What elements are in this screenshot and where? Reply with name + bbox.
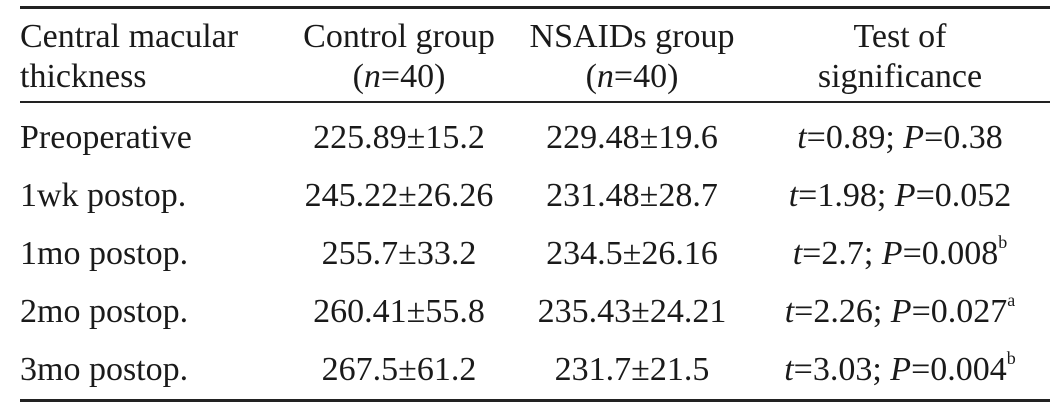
p-symbol: P bbox=[890, 293, 912, 330]
nsaids-value: 231.7±21.5 bbox=[554, 351, 710, 388]
significance-superscript: a bbox=[1007, 289, 1016, 310]
nsaids-value: 231.48±28.7 bbox=[546, 177, 718, 214]
header-col1-n-var: n bbox=[363, 58, 381, 95]
table-row: 3mo postop. 267.5±61.2 231.7±21.5 t=3.03; P… bbox=[20, 341, 1050, 401]
significance-value: t=2.26; P=0.027a bbox=[750, 283, 1050, 341]
row-label: 1wk postop. bbox=[20, 177, 187, 214]
header-col1-line1: Control group bbox=[303, 18, 495, 55]
significance-value: t=1.98; P=0.052 bbox=[750, 167, 1050, 225]
significance-superscript: b bbox=[1006, 347, 1016, 368]
p-value: =0.027 bbox=[911, 293, 1008, 330]
header-row: Central macular thickness Control group … bbox=[20, 7, 1050, 103]
control-value: 225.89±15.2 bbox=[313, 119, 485, 156]
p-symbol: P bbox=[881, 235, 903, 272]
t-value: =1.98; bbox=[798, 177, 895, 214]
nsaids-value: 234.5±26.16 bbox=[546, 235, 718, 272]
header-col1-n-val: =40) bbox=[380, 58, 446, 95]
header-test-of-significance: Test of significance bbox=[750, 8, 1050, 103]
row-label: 2mo postop. bbox=[20, 293, 189, 330]
t-value: =3.03; bbox=[793, 351, 891, 388]
table-row: 1mo postop. 255.7±33.2 234.5±26.16 t=2.7; P… bbox=[20, 225, 1050, 283]
header-central-macular-thickness: Central macular thickness bbox=[20, 8, 284, 103]
header-col2-paren: ( bbox=[585, 58, 597, 95]
t-symbol: t bbox=[784, 293, 795, 330]
t-value: =2.26; bbox=[794, 293, 891, 330]
header-col0-line2: thickness bbox=[20, 58, 147, 95]
row-label: Preoperative bbox=[20, 119, 192, 156]
header-col2-n: (n=40) bbox=[514, 57, 750, 97]
table-header: Central macular thickness Control group … bbox=[20, 7, 1050, 103]
t-symbol: t bbox=[792, 235, 803, 272]
table-row: 1wk postop. 245.22±26.26 231.48±28.7 t=1.98… bbox=[20, 167, 1050, 225]
nsaids-value: 235.43±24.21 bbox=[537, 293, 727, 330]
row-label: 1mo postop. bbox=[20, 235, 189, 272]
significance-value: t=3.03; P=0.004b bbox=[750, 341, 1050, 401]
t-value: =0.89; bbox=[806, 119, 904, 156]
p-symbol: P bbox=[903, 119, 925, 156]
header-col3-line2: significance bbox=[817, 58, 983, 95]
control-value: 255.7±33.2 bbox=[321, 235, 477, 272]
nsaids-value: 229.48±19.6 bbox=[546, 119, 718, 156]
header-col1-n: (n=40) bbox=[284, 57, 514, 97]
control-value: 267.5±61.2 bbox=[321, 351, 477, 388]
t-symbol: t bbox=[797, 119, 807, 156]
header-col0-line1: Central macular bbox=[20, 18, 239, 55]
header-control-group: Control group (n=40) bbox=[284, 8, 514, 103]
t-value: =2.7; bbox=[802, 235, 882, 272]
significance-value: t=2.7; P=0.008b bbox=[750, 225, 1050, 283]
row-label: 3mo postop. bbox=[20, 351, 189, 388]
control-value: 245.22±26.26 bbox=[304, 177, 494, 214]
header-col1-paren: ( bbox=[352, 58, 364, 95]
p-value: =0.052 bbox=[915, 177, 1012, 214]
table-row: Preoperative 225.89±15.2 229.48±19.6 t=0.89… bbox=[20, 102, 1050, 167]
t-symbol: t bbox=[784, 351, 794, 388]
header-col3-line1: Test of bbox=[853, 18, 947, 55]
p-symbol: P bbox=[890, 351, 912, 388]
p-value: =0.38 bbox=[924, 119, 1003, 156]
table-row: 2mo postop. 260.41±55.8 235.43±24.21 t=2.26… bbox=[20, 283, 1050, 341]
header-col2-n-val: =40) bbox=[613, 58, 679, 95]
significance-value: t=0.89; P=0.38 bbox=[750, 102, 1050, 167]
p-value: =0.004 bbox=[911, 351, 1007, 388]
header-col2-n-var: n bbox=[596, 58, 614, 95]
significance-superscript: b bbox=[998, 231, 1008, 252]
p-symbol: P bbox=[894, 177, 916, 214]
header-nsaids-group: NSAIDs group (n=40) bbox=[514, 8, 750, 103]
t-symbol: t bbox=[788, 177, 799, 214]
table-body: Preoperative 225.89±15.2 229.48±19.6 t=0.89… bbox=[20, 102, 1050, 401]
p-value: =0.008 bbox=[902, 235, 999, 272]
header-col2-line1: NSAIDs group bbox=[529, 18, 735, 55]
control-value: 260.41±55.8 bbox=[313, 293, 485, 330]
results-table: Central macular thickness Control group … bbox=[20, 6, 1050, 402]
